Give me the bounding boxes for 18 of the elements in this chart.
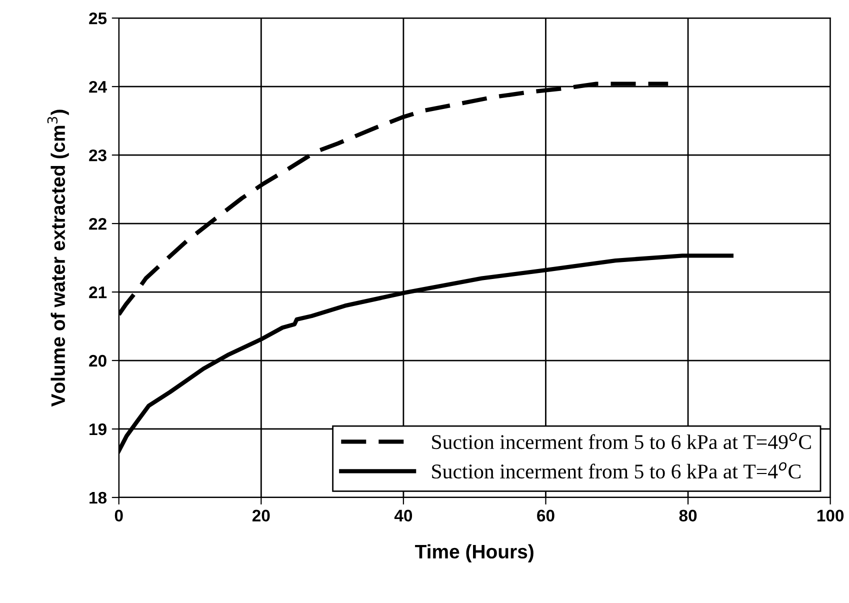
y-tick-label: 23 (89, 149, 106, 162)
y-tick-label: 25 (89, 12, 107, 24)
x-axis-title: Time (Hours) (415, 544, 534, 562)
y-tick-label: 21 (89, 286, 107, 298)
y-axis-title: Volume of water extracted (cm$^{3}$) (47, 110, 69, 407)
x-tick-label: 40 (394, 510, 412, 522)
x-tick-label: 80 (679, 510, 697, 522)
y-tick-label: 24 (89, 80, 107, 93)
y-tick-label: 18 (90, 492, 107, 504)
x-tick-label: 20 (252, 510, 270, 522)
x-tick-label: 100 (817, 510, 844, 522)
y-tick-label: 19 (90, 423, 106, 436)
y-tick-label: 22 (89, 218, 106, 230)
x-tick-label: 60 (537, 510, 554, 522)
legend-label: Suction incerment from 5 to 6 kPa at T=49$^{o}$C (432, 432, 811, 450)
x-tick-label: 0 (114, 510, 123, 522)
legend-label: Suction incerment from 5 to 6 kPa at T=4$^{o}$C (432, 462, 800, 479)
y-tick-label: 20 (89, 354, 106, 367)
